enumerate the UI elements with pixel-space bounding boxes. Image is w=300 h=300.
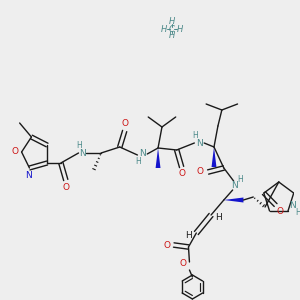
Text: O: O — [178, 169, 185, 178]
Text: H: H — [169, 17, 175, 26]
Text: H: H — [169, 32, 175, 40]
Text: O: O — [121, 119, 128, 128]
Text: O: O — [197, 167, 204, 176]
Text: N: N — [79, 148, 86, 158]
Text: O: O — [11, 148, 18, 157]
Text: H: H — [176, 25, 183, 34]
Text: O: O — [276, 207, 283, 216]
Text: N: N — [231, 182, 238, 190]
Text: N: N — [290, 201, 296, 210]
Text: N: N — [139, 149, 146, 158]
Text: H: H — [238, 175, 243, 184]
Text: O: O — [164, 241, 170, 250]
Text: H: H — [215, 212, 222, 221]
Text: N: N — [196, 140, 202, 148]
Text: H: H — [161, 25, 167, 34]
Text: N: N — [25, 172, 32, 181]
Text: C: C — [169, 25, 175, 34]
Polygon shape — [156, 148, 161, 168]
Polygon shape — [224, 197, 243, 202]
Text: H: H — [76, 142, 82, 151]
Text: O: O — [179, 260, 186, 268]
Text: H: H — [295, 208, 300, 217]
Text: O: O — [62, 184, 69, 193]
Text: H: H — [193, 131, 198, 140]
Text: H: H — [185, 230, 192, 239]
Text: H: H — [136, 158, 141, 166]
Polygon shape — [212, 147, 216, 167]
